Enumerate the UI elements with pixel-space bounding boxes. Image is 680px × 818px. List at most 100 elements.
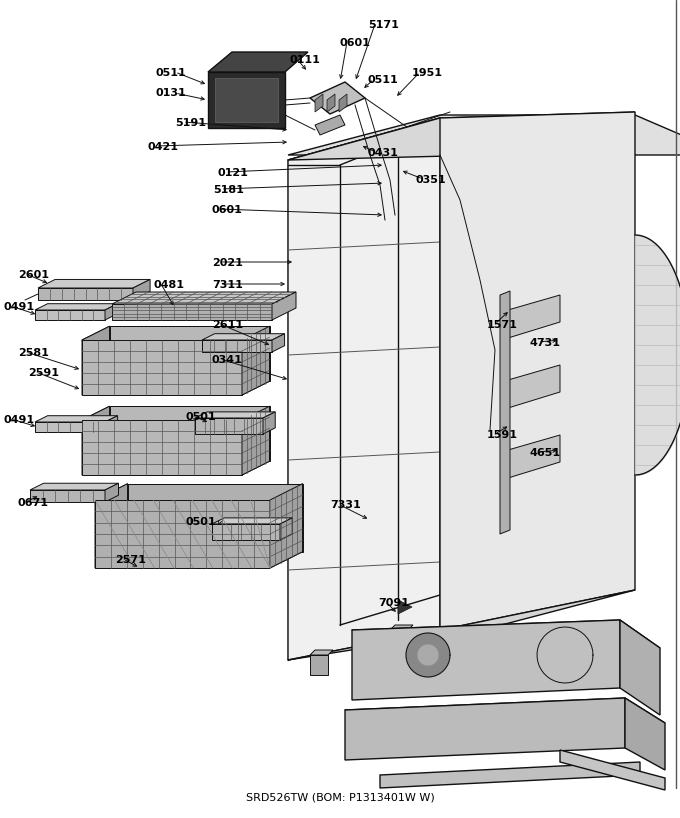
Polygon shape (208, 52, 308, 72)
Polygon shape (352, 620, 620, 700)
Polygon shape (390, 630, 408, 650)
Text: 7311: 7311 (212, 280, 243, 290)
Polygon shape (242, 407, 269, 475)
Polygon shape (508, 295, 560, 338)
Polygon shape (82, 381, 269, 395)
Text: 2601: 2601 (18, 270, 49, 280)
Text: 1571: 1571 (487, 320, 518, 330)
Polygon shape (35, 310, 105, 320)
Polygon shape (30, 483, 118, 490)
Polygon shape (440, 112, 635, 630)
Polygon shape (212, 518, 292, 524)
Text: 2581: 2581 (18, 348, 49, 358)
Text: 0601: 0601 (340, 38, 371, 48)
Text: 2021: 2021 (212, 258, 243, 268)
Polygon shape (212, 524, 280, 540)
Polygon shape (327, 94, 335, 112)
Polygon shape (35, 416, 118, 422)
Polygon shape (398, 600, 412, 614)
Polygon shape (82, 326, 109, 395)
Text: 0431: 0431 (368, 148, 399, 158)
Polygon shape (339, 94, 347, 112)
Polygon shape (288, 112, 635, 160)
Polygon shape (418, 645, 438, 665)
Polygon shape (95, 500, 270, 568)
Polygon shape (270, 483, 303, 568)
Polygon shape (112, 304, 272, 320)
Polygon shape (242, 326, 269, 395)
Text: 5191: 5191 (175, 118, 206, 128)
Polygon shape (625, 698, 665, 770)
Text: 5171: 5171 (368, 20, 399, 30)
Text: 0671: 0671 (18, 498, 49, 508)
Polygon shape (560, 750, 665, 790)
Polygon shape (82, 420, 242, 475)
Polygon shape (112, 292, 296, 304)
Polygon shape (38, 280, 150, 288)
Text: 7091: 7091 (378, 598, 409, 608)
Text: 0601: 0601 (211, 205, 242, 215)
Polygon shape (345, 698, 665, 736)
Polygon shape (390, 625, 413, 630)
Text: 0131: 0131 (155, 88, 186, 98)
Text: 0121: 0121 (218, 168, 249, 178)
Text: 0111: 0111 (290, 55, 321, 65)
Polygon shape (195, 418, 263, 434)
Polygon shape (280, 518, 292, 540)
Polygon shape (105, 483, 118, 502)
Polygon shape (272, 292, 296, 320)
Text: 0511: 0511 (367, 75, 398, 85)
Text: 0501: 0501 (185, 517, 216, 527)
Polygon shape (105, 303, 118, 320)
Polygon shape (620, 620, 660, 715)
Polygon shape (508, 435, 560, 478)
Polygon shape (208, 72, 285, 128)
Polygon shape (315, 115, 345, 135)
Polygon shape (35, 422, 105, 432)
Polygon shape (128, 483, 303, 552)
Polygon shape (109, 407, 269, 461)
Text: 0491: 0491 (3, 302, 34, 312)
Text: 4651: 4651 (530, 448, 561, 458)
Polygon shape (95, 552, 303, 568)
Polygon shape (82, 407, 109, 475)
Polygon shape (288, 115, 680, 155)
Polygon shape (310, 650, 333, 655)
Polygon shape (272, 334, 285, 352)
Text: 2611: 2611 (212, 320, 243, 330)
Polygon shape (288, 590, 635, 660)
Text: 1951: 1951 (412, 68, 443, 78)
Polygon shape (263, 412, 275, 434)
Polygon shape (310, 655, 328, 675)
Polygon shape (380, 762, 640, 788)
Text: 0511: 0511 (155, 68, 186, 78)
Polygon shape (82, 461, 269, 475)
Text: 5181: 5181 (213, 185, 244, 195)
Text: 0481: 0481 (153, 280, 184, 290)
Polygon shape (95, 483, 128, 568)
Text: 1591: 1591 (487, 430, 518, 440)
Polygon shape (202, 334, 285, 340)
Text: SRD526TW (BOM: P1313401W W): SRD526TW (BOM: P1313401W W) (245, 793, 435, 803)
Polygon shape (345, 698, 625, 760)
Polygon shape (537, 627, 593, 683)
Text: 7331: 7331 (330, 500, 361, 510)
Polygon shape (109, 326, 269, 381)
Polygon shape (215, 78, 278, 122)
Text: 0421: 0421 (148, 142, 179, 152)
Text: 2571: 2571 (115, 555, 146, 565)
Text: 0491: 0491 (3, 415, 34, 425)
Polygon shape (38, 288, 133, 300)
Text: 4731: 4731 (530, 338, 561, 348)
Polygon shape (105, 416, 118, 432)
Polygon shape (288, 118, 440, 660)
Polygon shape (82, 340, 242, 395)
Polygon shape (195, 412, 275, 418)
Polygon shape (508, 365, 560, 408)
Text: 0351: 0351 (415, 175, 445, 185)
Polygon shape (30, 490, 105, 502)
Polygon shape (500, 291, 510, 534)
Polygon shape (35, 303, 118, 310)
Polygon shape (202, 340, 272, 352)
Polygon shape (133, 280, 150, 300)
